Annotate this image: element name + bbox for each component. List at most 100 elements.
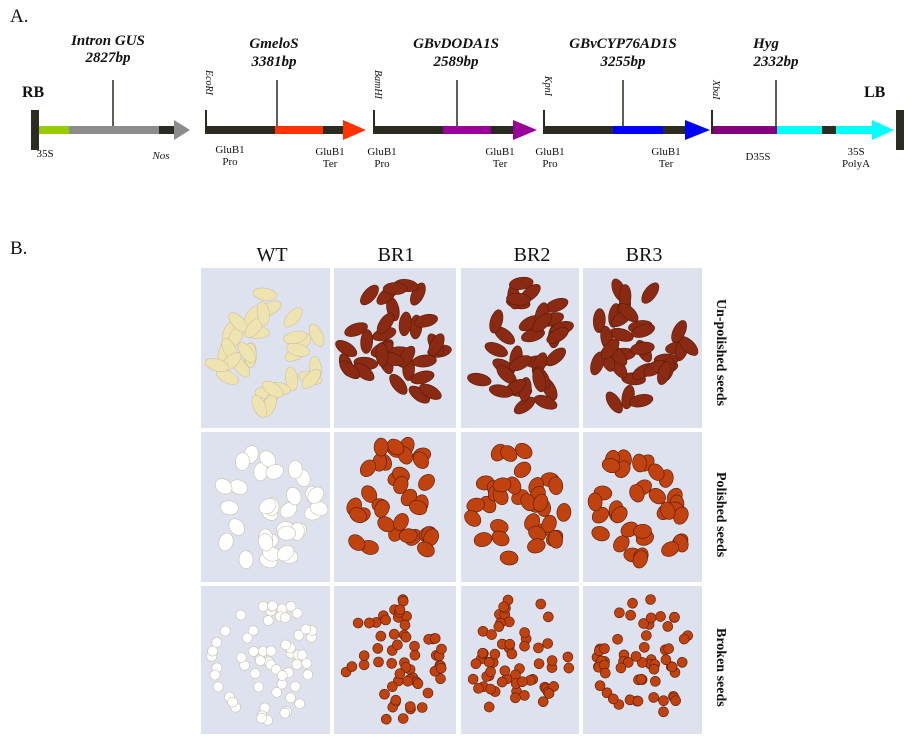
seed-grain — [418, 474, 435, 491]
seed-grain — [545, 347, 566, 367]
seed-grain — [605, 391, 623, 414]
seed-grain — [249, 668, 261, 679]
label-d35s: D35S — [745, 151, 771, 163]
seed-grain — [394, 668, 406, 680]
seed-photo-br3-unpolished — [583, 268, 702, 428]
seed-grain — [379, 688, 390, 700]
gene-size-intron-gus: 2827bp — [85, 50, 131, 66]
seed-grain — [607, 693, 619, 705]
seed-grain — [625, 609, 636, 621]
seed-grain — [661, 541, 680, 557]
seed-grain — [280, 639, 291, 651]
seed-grain — [592, 308, 606, 333]
seed-grain — [509, 355, 532, 372]
seed-grain — [372, 643, 384, 654]
seed-grain — [466, 497, 485, 513]
seed-grain — [307, 486, 324, 504]
seed-grain — [671, 320, 687, 344]
seed-grain — [548, 530, 563, 549]
seed-grain — [235, 452, 250, 471]
seed-grain — [467, 673, 479, 685]
seed-grain — [527, 538, 546, 554]
seed-grain — [587, 492, 603, 512]
seed-grain — [258, 533, 274, 552]
gmelos-arrow — [343, 120, 366, 140]
seed-grain — [412, 678, 424, 690]
seed-photo-br1-unpolished — [334, 268, 456, 428]
seed-grain — [548, 476, 564, 495]
seed-grain — [648, 487, 666, 505]
seed-grain — [392, 639, 403, 651]
seed-grain — [542, 638, 554, 649]
seed-grain — [204, 358, 229, 372]
lb-border — [896, 110, 904, 150]
seed-grain — [470, 658, 482, 670]
seed-grain — [380, 713, 392, 725]
seed-photo-br2-polished — [461, 432, 579, 582]
gbvcyp76ad1s-arrow — [685, 120, 710, 140]
seed-grain — [373, 656, 384, 668]
seed-grain — [493, 621, 505, 632]
seed-grain — [599, 643, 610, 654]
seed-grain — [638, 641, 650, 653]
seed-grain — [279, 612, 291, 624]
seed-grain — [563, 662, 575, 674]
seed-grain — [515, 442, 533, 460]
seed-photo-br3-polished — [583, 432, 702, 582]
seed-grain — [669, 611, 680, 623]
gbvdoda1s-segment — [443, 126, 491, 134]
seed-grain — [308, 323, 325, 347]
seed-grain — [428, 333, 445, 356]
seed-grain — [262, 380, 284, 398]
row-header-polished: Polished seeds — [713, 472, 728, 558]
seed-grain — [258, 498, 277, 515]
seed-grain — [532, 493, 549, 512]
seed-grain — [499, 550, 519, 566]
seed-grain — [207, 645, 218, 657]
seed-grain — [242, 632, 253, 644]
seed-grain — [492, 477, 512, 493]
seed-grain — [541, 514, 557, 534]
seed-grain — [265, 645, 277, 657]
seed-grain — [380, 614, 392, 626]
seed-grain — [486, 629, 497, 640]
seed-grain — [375, 630, 387, 642]
seed-grain — [464, 510, 482, 527]
seed-grain — [473, 532, 493, 548]
seed-grain — [262, 615, 274, 626]
seed-grain — [285, 692, 296, 704]
seed-grain — [533, 394, 558, 410]
seed-grain — [359, 459, 377, 477]
seed-grain — [678, 633, 690, 645]
gene-size-gmelos: 3381bp — [251, 54, 297, 70]
label-35s: 35S — [36, 148, 54, 160]
seed-grain — [238, 550, 254, 569]
panel-b-label: B. — [10, 238, 28, 259]
seed-grain — [373, 437, 389, 457]
label-glub1-pro-1: GluB1 Pro — [215, 144, 245, 168]
seed-grain — [546, 655, 558, 666]
seed-grain — [276, 670, 288, 681]
row-header-broken: Broken seeds — [713, 628, 728, 707]
seed-grain — [419, 383, 442, 400]
seed-grain — [485, 683, 497, 695]
seed-grain — [397, 713, 409, 724]
seed-grain — [628, 394, 654, 408]
seed-grain — [386, 658, 398, 669]
seed-grain — [648, 692, 660, 703]
seed-grain — [300, 623, 312, 635]
seed-grain — [409, 499, 428, 516]
seed-grain — [485, 666, 496, 678]
seed-photo-br1-polished — [334, 432, 456, 582]
seed-grain — [376, 312, 395, 334]
seed-grain — [519, 690, 530, 701]
seed-grain — [491, 530, 510, 547]
label-glub1-ter-3: GluB1 Ter — [651, 146, 681, 170]
seed-grain — [510, 692, 521, 704]
seed-grain — [504, 638, 516, 650]
seed-grain — [402, 675, 414, 687]
seed-grain — [641, 282, 660, 304]
lb-label: LB — [864, 84, 886, 101]
seed-grain — [498, 601, 510, 613]
